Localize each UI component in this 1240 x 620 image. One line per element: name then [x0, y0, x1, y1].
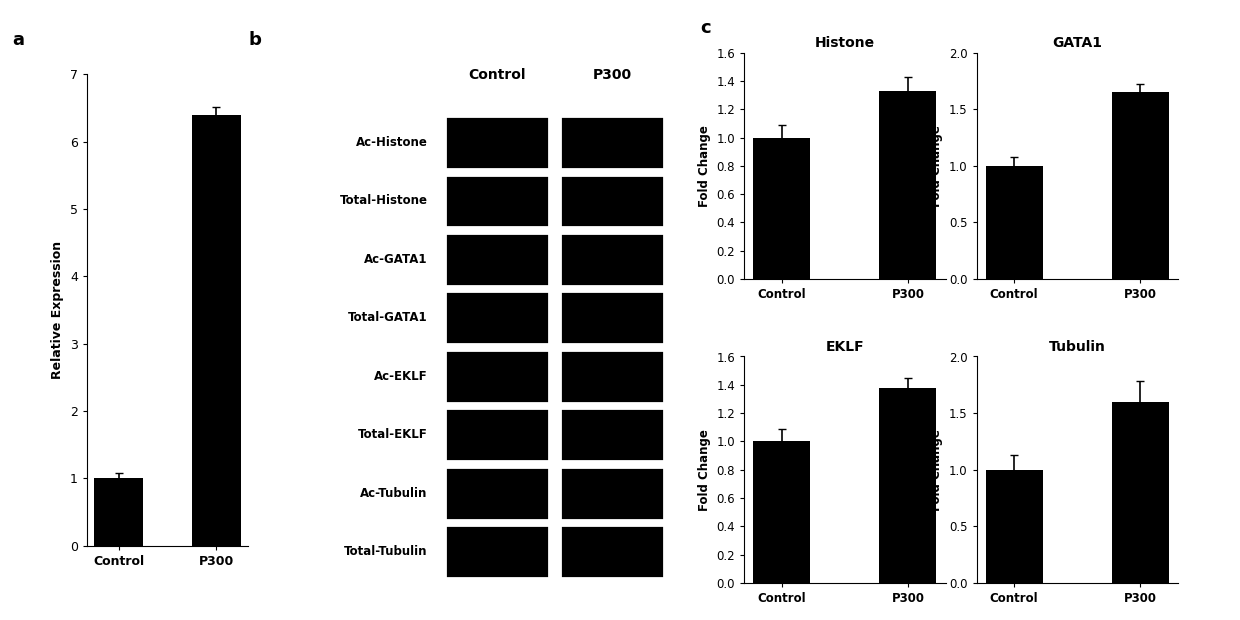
Text: Total-EKLF: Total-EKLF: [358, 428, 428, 441]
Bar: [1112, 92, 1169, 279]
Y-axis label: Fold Change: Fold Change: [698, 428, 711, 511]
FancyBboxPatch shape: [560, 467, 663, 520]
Bar: [1112, 402, 1169, 583]
Text: c: c: [701, 19, 712, 37]
FancyBboxPatch shape: [445, 525, 548, 578]
Y-axis label: Fold Change: Fold Change: [930, 428, 944, 511]
Bar: [94, 478, 143, 546]
Text: Ac-EKLF: Ac-EKLF: [374, 370, 428, 383]
Bar: [986, 470, 1043, 583]
FancyBboxPatch shape: [445, 409, 548, 461]
Bar: [879, 91, 936, 279]
FancyBboxPatch shape: [560, 525, 663, 578]
Text: Total-Tubulin: Total-Tubulin: [343, 545, 428, 558]
FancyBboxPatch shape: [445, 116, 548, 169]
Bar: [879, 388, 936, 583]
Text: a: a: [12, 31, 25, 49]
FancyBboxPatch shape: [560, 291, 663, 344]
Text: Total-Histone: Total-Histone: [340, 195, 428, 208]
Bar: [986, 166, 1043, 279]
Text: Total-GATA1: Total-GATA1: [348, 311, 428, 324]
Y-axis label: Fold Change: Fold Change: [698, 125, 711, 207]
Bar: [192, 115, 241, 546]
Title: Tubulin: Tubulin: [1049, 340, 1106, 354]
Y-axis label: Fold Change: Fold Change: [930, 125, 944, 207]
FancyBboxPatch shape: [445, 233, 548, 286]
Bar: [753, 441, 810, 583]
Text: Ac-Tubulin: Ac-Tubulin: [360, 487, 428, 500]
Text: P300: P300: [593, 68, 631, 82]
FancyBboxPatch shape: [560, 409, 663, 461]
Title: EKLF: EKLF: [826, 340, 864, 354]
Title: Histone: Histone: [815, 36, 874, 50]
Y-axis label: Relative Expression: Relative Expression: [51, 241, 64, 379]
Title: GATA1: GATA1: [1053, 36, 1102, 50]
FancyBboxPatch shape: [560, 350, 663, 403]
Bar: [753, 138, 810, 279]
Text: Control: Control: [469, 68, 526, 82]
FancyBboxPatch shape: [560, 175, 663, 228]
Text: Ac-Histone: Ac-Histone: [356, 136, 428, 149]
Text: Ac-GATA1: Ac-GATA1: [365, 253, 428, 266]
FancyBboxPatch shape: [445, 175, 548, 228]
Text: b: b: [248, 31, 260, 49]
FancyBboxPatch shape: [445, 467, 548, 520]
FancyBboxPatch shape: [560, 233, 663, 286]
FancyBboxPatch shape: [445, 291, 548, 344]
FancyBboxPatch shape: [445, 350, 548, 403]
FancyBboxPatch shape: [560, 116, 663, 169]
